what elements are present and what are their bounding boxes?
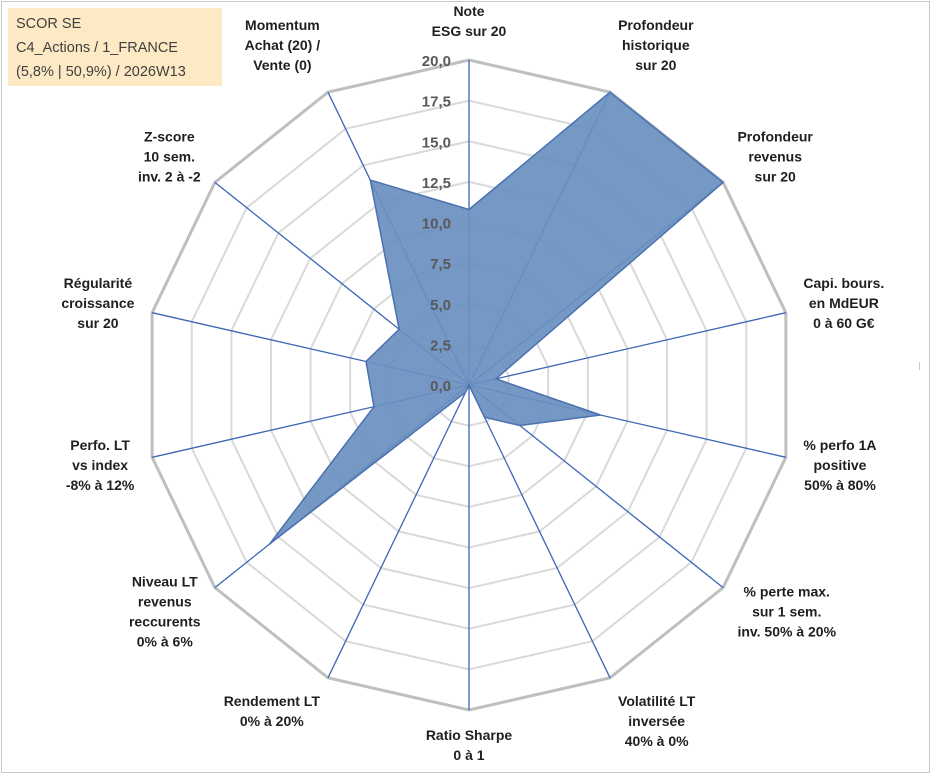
series-area [268, 91, 725, 545]
axis-label: Volatilité LT inversée 40% à 0% [618, 693, 696, 749]
axis-label: Momentum Achat (20) / Vente (0) [245, 17, 321, 73]
series-point [398, 328, 400, 330]
axis-label-line: sur 20 [635, 57, 676, 73]
tick-label: 7,5 [430, 256, 451, 273]
axis-label-line: 10 sem. [144, 148, 195, 164]
axis-label-line: en MdEUR [809, 295, 879, 311]
axis-label-line: -8% à 12% [66, 477, 135, 493]
radial-tick-labels: 0,0 2,5 5,0 7,5 10,0 12,5 15,0 17,5 20,0 [422, 53, 451, 395]
axis-label-line: Achat (20) / [245, 37, 321, 53]
tick-label: 2,5 [430, 337, 451, 354]
axis-label-line: % perte max. [744, 584, 830, 600]
axis-label-line: 0 à 1 [453, 747, 484, 763]
radar-series [268, 91, 725, 545]
series-point [268, 543, 271, 545]
axis-label-line: 0 à 60 G€ [813, 315, 875, 331]
series-point [722, 181, 724, 183]
series-point [365, 360, 367, 363]
axis-label-line: historique [622, 37, 690, 53]
axis-label: Régularité croissance sur 20 [61, 275, 134, 331]
axis-label-line: Profondeur [618, 17, 694, 33]
axis-label-line: Ratio Sharpe [426, 727, 513, 743]
axis-label-line: croissance [61, 295, 134, 311]
axis-label-line: Z-score [144, 128, 195, 144]
category-label: C4_Actions / 1_FRANCE [16, 40, 178, 56]
axis-label: Note ESG sur 20 [432, 3, 507, 39]
spoke-line [327, 384, 470, 679]
axis-label-line: 0% à 6% [137, 634, 194, 650]
axis-label-line: Rendement LT [224, 693, 321, 709]
axis-label-line: 40% à 0% [625, 733, 689, 749]
spoke-line [468, 312, 786, 386]
axis-label-line: Niveau LT [132, 574, 198, 590]
axis-label-line: Régularité [64, 275, 133, 291]
tick-label: 20,0 [422, 53, 451, 70]
series-point [373, 406, 375, 408]
axis-label-line: Capi. bours. [803, 275, 884, 291]
axis-label: Z-score 10 sem. inv. 2 à -2 [138, 128, 201, 184]
series-point [464, 391, 467, 393]
axis-label-line: revenus [138, 594, 192, 610]
axis-label-line: inv. 50% à 20% [737, 624, 836, 640]
axis-label-line: ESG sur 20 [432, 23, 507, 39]
axis-label-line: sur 20 [755, 168, 796, 184]
axis-label-line: revenus [748, 148, 802, 164]
info-box: SCOR SE C4_Actions / 1_FRANCE (5,8% | 50… [8, 8, 222, 86]
axis-label: Perfo. LT vs index -8% à 12% [66, 437, 135, 493]
axis-label: Ratio Sharpe 0 à 1 [426, 727, 513, 763]
tick-label: 0,0 [430, 378, 451, 395]
axis-label-line: Perfo. LT [70, 437, 130, 453]
axis-label-line: % perfo 1A [803, 437, 876, 453]
series-point [468, 384, 470, 386]
tick-label: 12,5 [422, 175, 451, 192]
axis-label-line: Volatilité LT [618, 693, 696, 709]
axis-label: Profondeur revenus sur 20 [737, 128, 813, 184]
axis-label-line: inv. 2 à -2 [138, 168, 201, 184]
axis-labels: Note ESG sur 20 Profondeur historique sur 20… [61, 3, 884, 763]
axis-label: Profondeur historique sur 20 [618, 17, 694, 73]
axis-label: % perte max. sur 1 sem. inv. 50% à 20% [737, 584, 836, 640]
axis-label-line: Vente (0) [253, 57, 311, 73]
tick-label: 15,0 [422, 134, 451, 151]
axis-label-line: positive [814, 457, 867, 473]
axis-label: Niveau LT revenus reccurents 0% à 6% [129, 574, 201, 650]
axis-label-line: Momentum [245, 17, 320, 33]
axis-label-line: 0% à 20% [240, 713, 304, 729]
tick-label: 5,0 [430, 297, 451, 314]
axis-label: % perfo 1A positive 50% à 80% [803, 437, 876, 493]
axis-label-line: reccurents [129, 614, 201, 630]
axis-label: Capi. bours. en MdEUR 0 à 60 G€ [803, 275, 884, 331]
company-name: SCOR SE [16, 16, 82, 32]
series-point [519, 424, 521, 427]
tick-label: 10,0 [422, 216, 451, 233]
series-point [468, 208, 470, 211]
axis-label-line: sur 20 [77, 315, 118, 331]
axis-label-line: Profondeur [737, 128, 813, 144]
axis-label: Rendement LT 0% à 20% [224, 693, 321, 729]
axis-label-line: Note [453, 3, 484, 19]
series-point [599, 414, 602, 416]
axis-label-line: inversée [628, 713, 685, 729]
period-label: (5,8% | 50,9%) / 2026W13 [16, 64, 186, 80]
series-point [483, 416, 486, 418]
series-point [495, 378, 497, 380]
scroll-edge-mark [919, 362, 923, 370]
tick-label: 17,5 [422, 94, 451, 111]
series-point [609, 91, 611, 93]
spoke-line [468, 384, 611, 679]
series-point [369, 179, 371, 181]
axis-label-line: vs index [72, 457, 128, 473]
axis-label-line: 50% à 80% [804, 477, 876, 493]
axis-label-line: sur 1 sem. [752, 604, 821, 620]
